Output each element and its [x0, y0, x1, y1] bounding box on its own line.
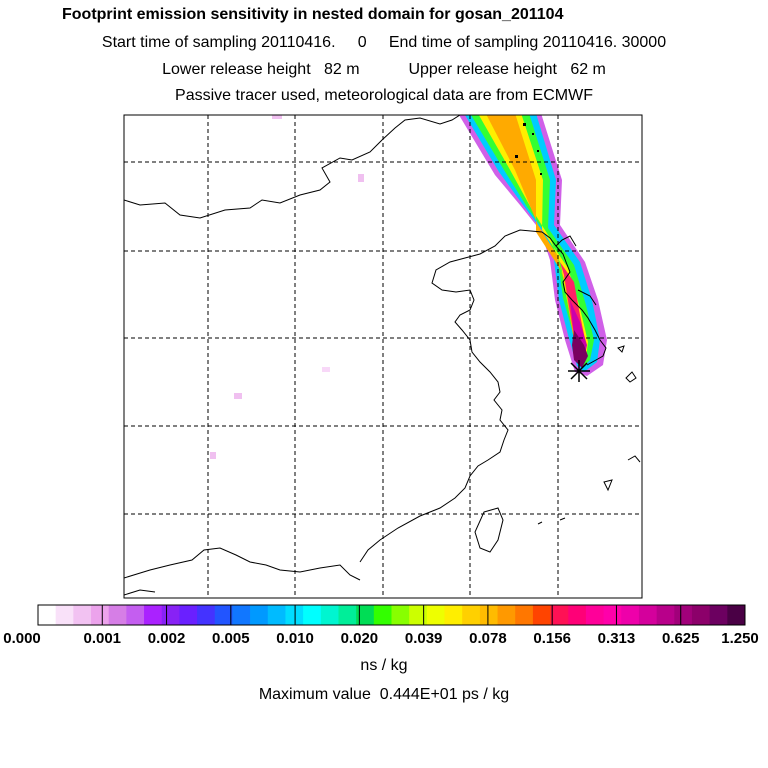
colorbar-tick-label: 0.078 [469, 630, 507, 647]
colorbar-tick-label: 0.010 [276, 630, 314, 647]
colorbar-swatch [532, 605, 552, 625]
colorbar-tick-label: 0.000 [3, 630, 41, 647]
colorbar-swatch [320, 605, 339, 625]
colorbar-swatch [356, 605, 375, 625]
colorbar-swatch [126, 605, 145, 625]
colorbar-tick-label: 0.313 [597, 630, 636, 647]
colorbar-swatch [691, 605, 711, 625]
colorbar-tick-label: 0.001 [83, 630, 122, 647]
colorbar-tick-label: 0.039 [404, 630, 443, 647]
colorbar-swatch [197, 605, 216, 625]
colorbar-swatch [515, 605, 534, 625]
map-frame [123, 114, 643, 599]
colorbar-swatch [462, 605, 481, 625]
colorbar-swatch [444, 605, 463, 625]
colorbar-swatch [550, 605, 569, 625]
colorbar-tick-label: 0.002 [147, 630, 186, 647]
colorbar-swatch [727, 605, 746, 625]
colorbar-swatch [285, 605, 304, 625]
colorbar-swatch [73, 605, 92, 625]
colorbar-swatch [603, 605, 622, 625]
colorbar-swatch [303, 605, 322, 625]
colorbar-swatch [214, 605, 233, 625]
colorbar-tick-label: 0.020 [340, 630, 379, 647]
colorbar-swatch [161, 605, 180, 625]
colorbar-swatch [568, 605, 587, 625]
colorbar-swatch [179, 605, 198, 625]
colorbar-swatch [621, 605, 640, 625]
colorbar-swatch [55, 605, 74, 625]
maximum-value: Maximum value 0.444E+01 ps / kg [258, 686, 510, 703]
colorbar-swatch [638, 605, 658, 625]
colorbar-swatch [38, 605, 57, 625]
tracer-info: Passive tracer used, meteorological data… [175, 87, 593, 104]
colorbar-swatch [674, 605, 693, 625]
colorbar-tick-label: 0.156 [533, 630, 571, 647]
release-heights: Lower release height 82 m Upper release … [162, 61, 606, 78]
colorbar-swatch [585, 605, 605, 625]
colorbar-swatch [709, 605, 728, 625]
map-islands [515, 123, 542, 175]
colorbar-swatch [232, 605, 251, 625]
colorbar-swatch [267, 605, 286, 625]
sampling-times: Start time of sampling 20110416. 0 End t… [101, 34, 667, 51]
colorbar-swatch [409, 605, 428, 625]
colorbar-tick-label: 0.005 [212, 630, 250, 647]
sensitivity-plume [210, 115, 607, 459]
map-title: Footprint emission sensitivity in nested… [62, 6, 564, 23]
colorbar-swatch [108, 605, 127, 625]
colorbar-swatch [497, 605, 516, 625]
colorbar-swatch [479, 605, 499, 625]
colorbar-tick-label: 0.625 [661, 630, 700, 647]
colorbar-swatch [373, 605, 392, 625]
graticule [124, 115, 642, 598]
map-area [124, 115, 642, 598]
colorbar-units: ns / kg [360, 657, 408, 674]
colorbar-swatch [656, 605, 675, 625]
colorbar-swatch [144, 605, 163, 625]
colorbar-tick-label: 1.250 [721, 630, 759, 647]
colorbar-swatch [338, 605, 357, 625]
colorbar-swatch [250, 605, 269, 625]
colorbar-swatch [391, 605, 410, 625]
asterisk-icon [568, 360, 590, 382]
colorbar-frame [37, 604, 746, 626]
colorbar-swatch [426, 605, 446, 625]
colorbar-swatch [91, 605, 110, 625]
